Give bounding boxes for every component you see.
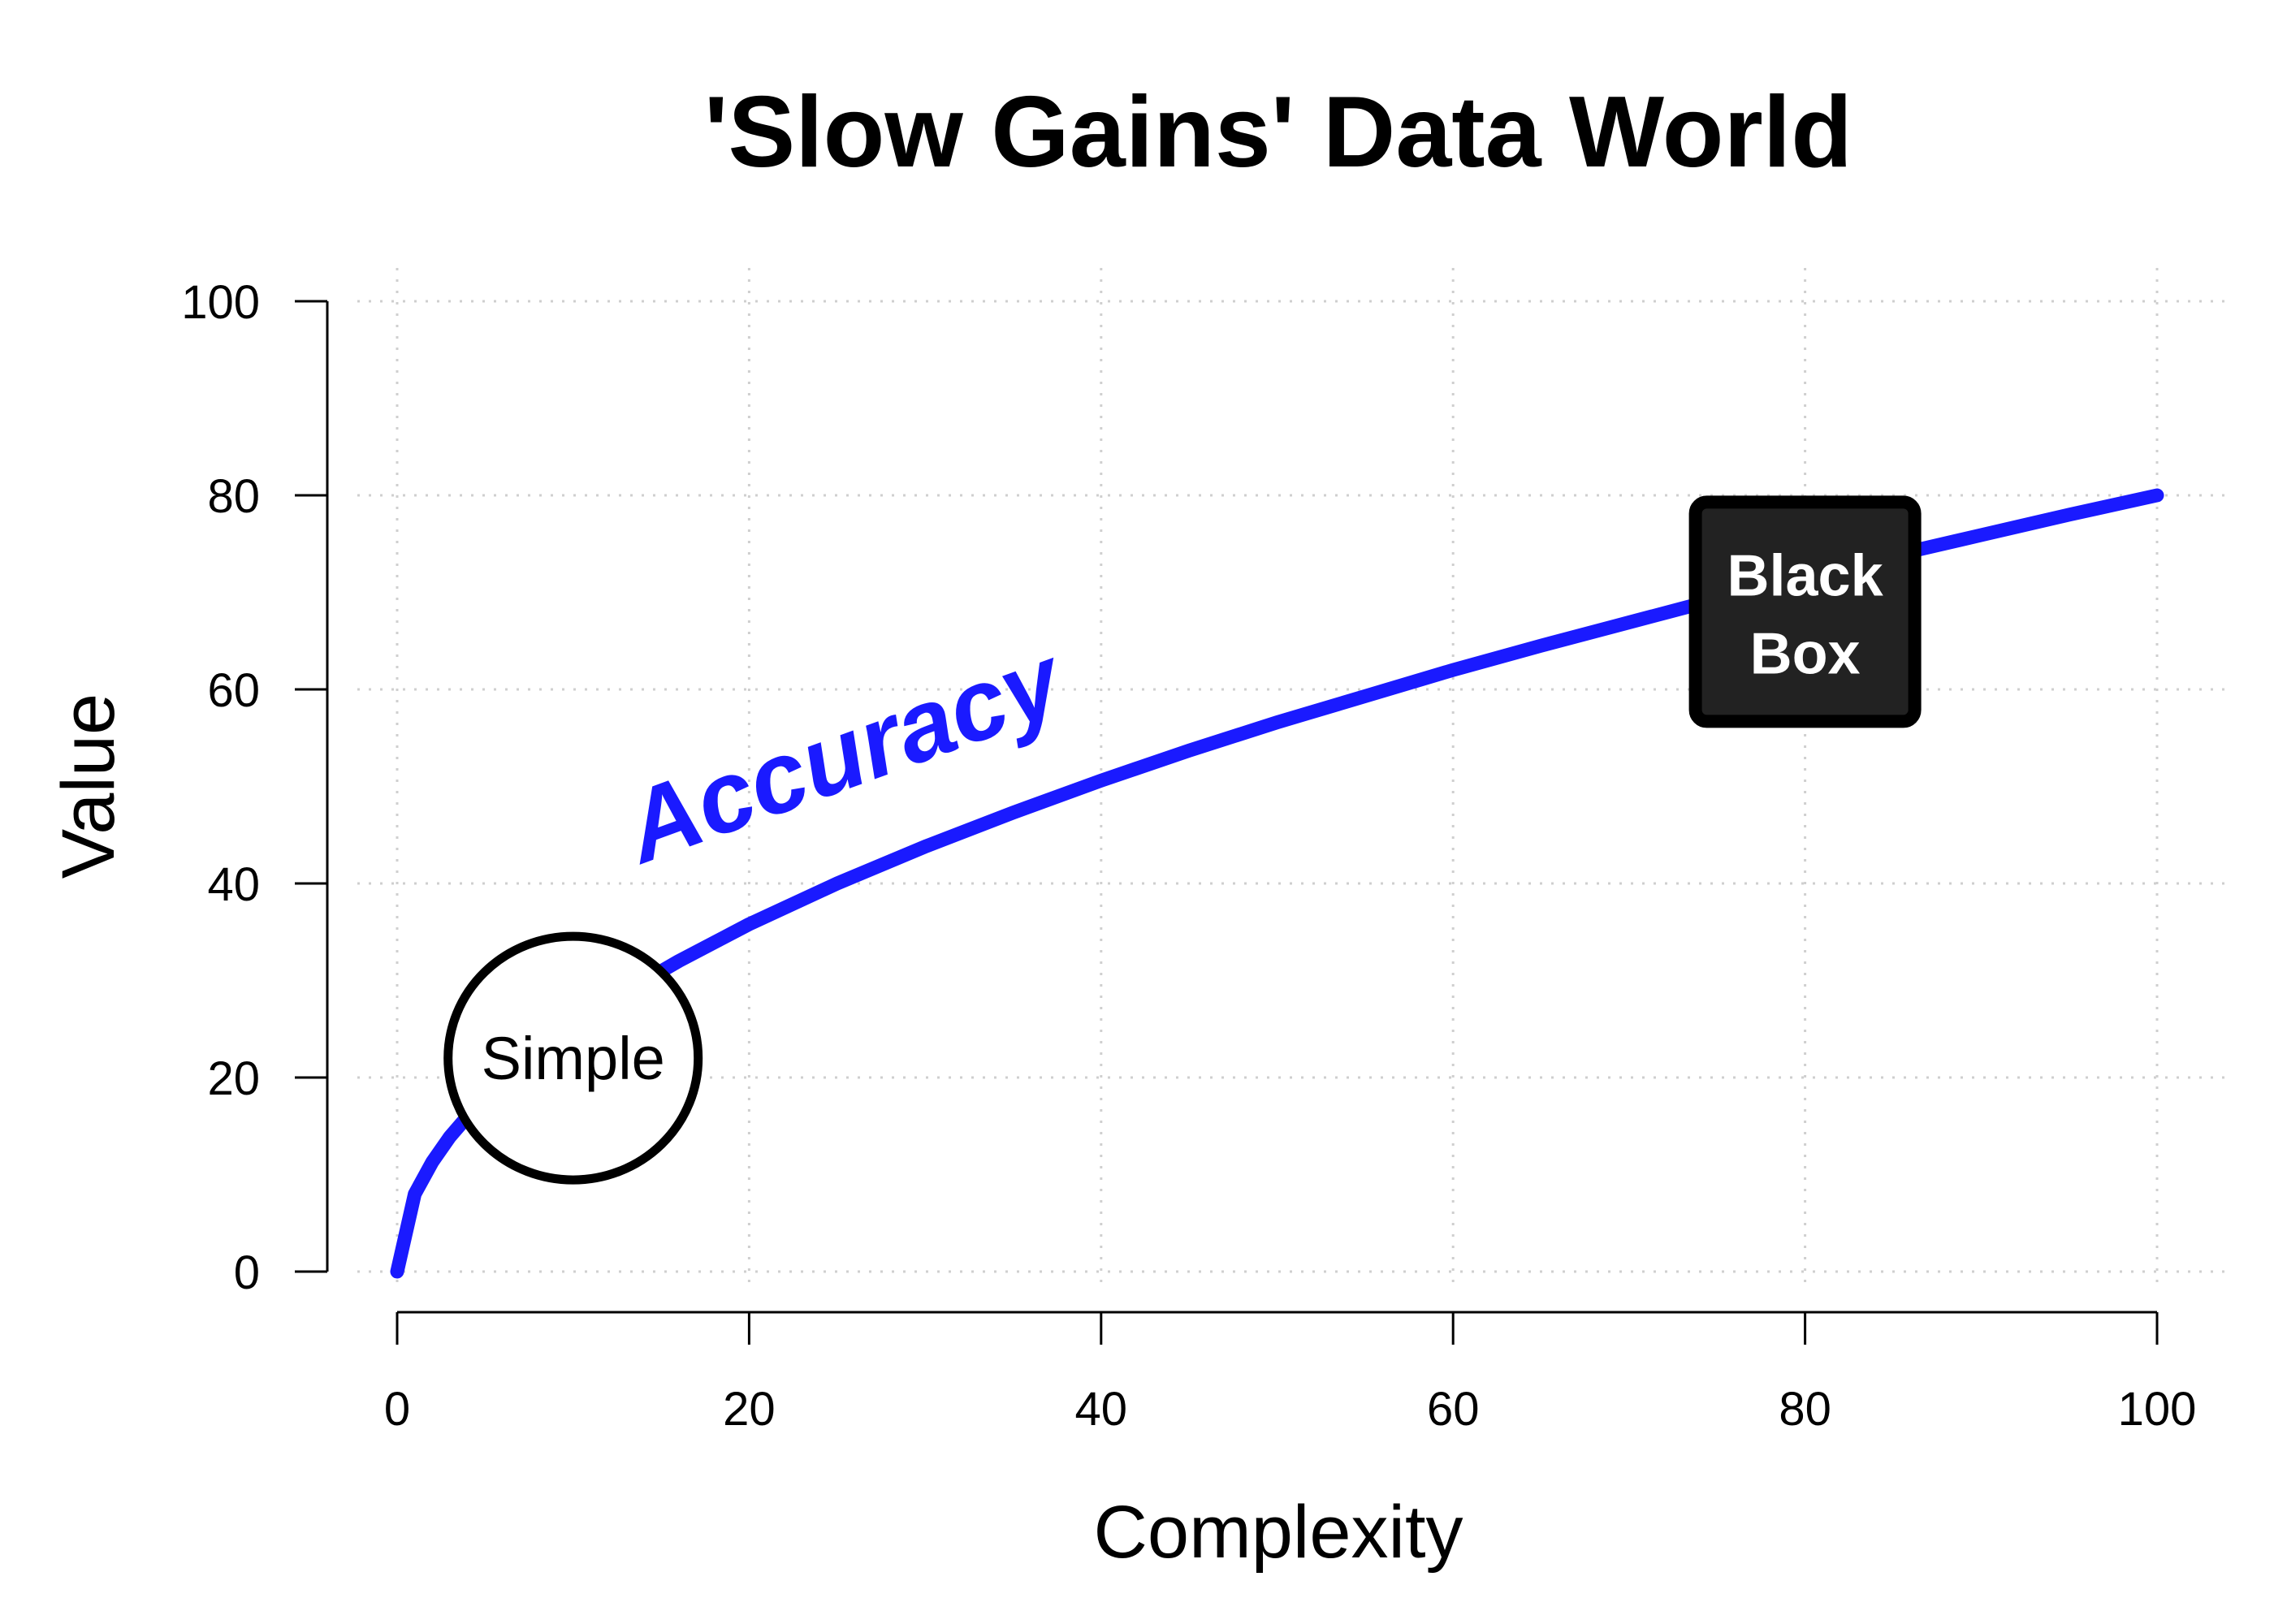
x-tick-label: 60 bbox=[1427, 1383, 1480, 1436]
y-tick-label: 40 bbox=[207, 858, 260, 911]
simple-circle bbox=[443, 931, 703, 1185]
annotations: Accuracy Simple Black Box bbox=[443, 495, 1922, 1185]
x-tick-label: 20 bbox=[723, 1383, 776, 1436]
chart-title: 'Slow Gains' Data World bbox=[704, 76, 1852, 188]
curve-label: Accuracy bbox=[608, 623, 1079, 886]
simple-label: Simple bbox=[482, 1025, 665, 1092]
x-tick-label: 100 bbox=[2118, 1383, 2197, 1436]
y-tick-label: 60 bbox=[207, 664, 260, 717]
black-box-label: Black bbox=[1727, 543, 1884, 608]
x-tick-label: 40 bbox=[1075, 1383, 1128, 1436]
y-axis-ticks: 0 20 40 60 80 100 bbox=[181, 276, 327, 1299]
y-axis-label: Value bbox=[47, 693, 130, 879]
grid bbox=[357, 268, 2229, 1291]
y-tick-label: 80 bbox=[207, 470, 260, 523]
x-axis-label: Complexity bbox=[1093, 1491, 1463, 1574]
x-tick-label: 0 bbox=[384, 1383, 410, 1436]
black-box-label: Box bbox=[1750, 621, 1861, 686]
y-tick-label: 100 bbox=[181, 276, 260, 329]
x-axis-ticks: 0 20 40 60 80 100 bbox=[384, 1312, 2197, 1436]
y-tick-label: 20 bbox=[207, 1052, 260, 1105]
x-tick-label: 80 bbox=[1779, 1383, 1831, 1436]
y-tick-label: 0 bbox=[234, 1246, 260, 1299]
black-box-rect bbox=[1688, 495, 1922, 728]
simple-marker: Simple bbox=[443, 931, 703, 1185]
black-box-marker: Black Box bbox=[1688, 495, 1922, 728]
